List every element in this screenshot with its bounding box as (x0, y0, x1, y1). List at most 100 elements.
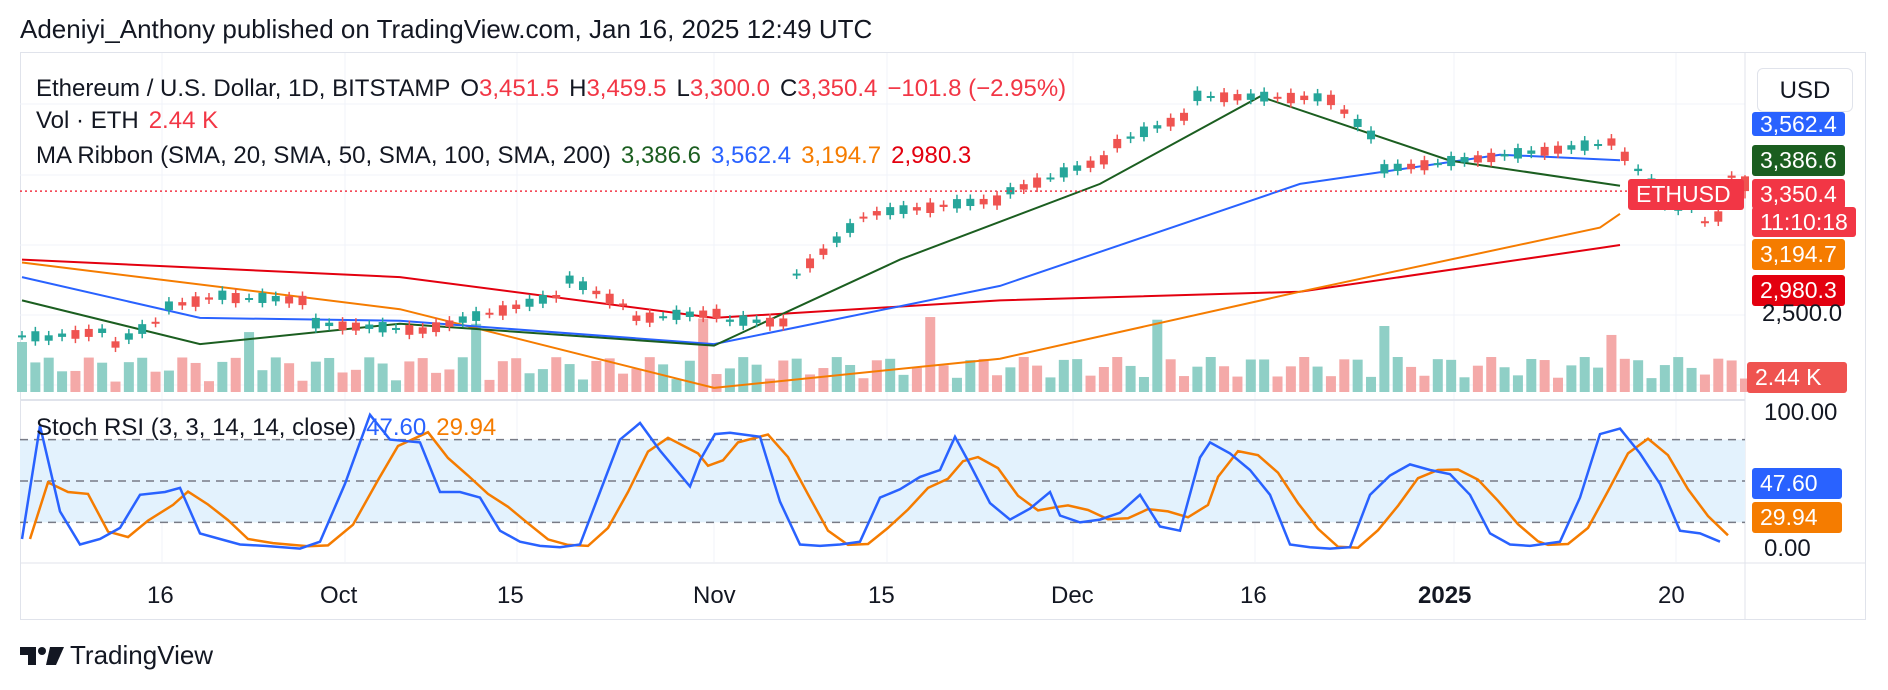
volume-bar (1165, 359, 1176, 392)
candle-body (725, 319, 734, 322)
volume-bar (1499, 367, 1510, 392)
candle-body (1286, 92, 1295, 104)
candle-body (378, 322, 387, 333)
volume-bar (911, 367, 922, 392)
candle-body (993, 195, 1002, 206)
volume-bar (1085, 375, 1096, 392)
candle-body (84, 328, 93, 337)
legend-ma50-value: 3,562.4 (711, 142, 792, 169)
volume-bar (1673, 357, 1684, 392)
volume-bar (190, 362, 201, 392)
volume-bar (1285, 366, 1296, 392)
currency-button[interactable]: USD (1757, 68, 1853, 112)
legend-low-label: L (676, 75, 690, 102)
volume-bar (1352, 359, 1363, 392)
price-tick-2500: 2,500.0 (1762, 300, 1843, 327)
candle-body (605, 293, 614, 305)
candle-body (1393, 163, 1402, 171)
volume-bar (1112, 357, 1123, 392)
legend-ma200-value: 2,980.3 (891, 142, 972, 169)
price-label-ma50: 3,562.4 (1752, 112, 1845, 136)
candle-body (672, 309, 681, 320)
legend-vol-label: Vol · ETH (36, 107, 139, 134)
volume-bar (858, 378, 869, 392)
time-tick-15-nov: 15 (868, 582, 895, 609)
volume-bar (390, 380, 401, 392)
tradingview-logo[interactable]: TradingView (20, 640, 213, 671)
candle-body (926, 202, 935, 214)
volume-bar (350, 369, 361, 392)
volume-bar (404, 361, 415, 392)
stoch-tick-100: 100.00 (1764, 399, 1838, 426)
legend-close-value: 3,350.4 (797, 75, 878, 102)
volume-bar (1713, 358, 1724, 392)
candle-body (899, 205, 908, 214)
candle-body (1340, 109, 1349, 114)
candle-body (1380, 164, 1389, 174)
legend-open-label: O (460, 75, 480, 102)
candle-body (1567, 145, 1576, 150)
volume-bar (43, 357, 54, 392)
legend-ma-label: MA Ribbon (SMA, 20, SMA, 50, SMA, 100, S… (36, 142, 611, 169)
volume-bar (1312, 366, 1323, 392)
volume-bar (871, 360, 882, 392)
volume-bar (898, 374, 909, 392)
legend-stoch-rsi[interactable]: Stoch RSI (3, 3, 14, 14, close) 47.60 29.9… (36, 414, 506, 442)
candle-body (258, 292, 267, 303)
candle-body (1540, 146, 1549, 156)
legend-ma-ribbon[interactable]: MA Ribbon (SMA, 20, SMA, 50, SMA, 100, S… (36, 142, 981, 170)
candle-body (391, 327, 400, 330)
candle-body (1273, 96, 1282, 99)
candle-body (1246, 93, 1255, 100)
legend-volume[interactable]: Vol · ETH 2.44 K (36, 107, 228, 135)
candle-body (1607, 138, 1616, 146)
price-label-ma200: 2,980.3 (1752, 275, 1845, 306)
candle-body (1460, 157, 1469, 163)
candle-body (1166, 117, 1175, 127)
volume-bar (791, 358, 802, 392)
volume-bar (484, 379, 495, 392)
candle-body (1487, 152, 1496, 163)
volume-bar (123, 362, 134, 392)
candle-body (1099, 155, 1108, 165)
candle-body (178, 302, 187, 306)
volume-bar (711, 374, 722, 392)
candle-body (1554, 145, 1563, 154)
candle-body (872, 211, 881, 216)
candle-body (1033, 177, 1042, 188)
candle-body (832, 236, 841, 243)
candle-body (418, 327, 427, 334)
candle-body (712, 308, 721, 319)
volume-bar (1259, 359, 1270, 392)
candle-body (619, 303, 628, 306)
volume-bar (1726, 360, 1737, 392)
candle-body (1139, 126, 1148, 138)
candle-body (1300, 95, 1309, 101)
candle-body (298, 295, 307, 306)
legend-pair: Ethereum / U.S. Dollar, 1D, BITSTAMP (36, 75, 451, 102)
time-tick-dec: Dec (1051, 582, 1094, 609)
volume-bar (1659, 365, 1670, 392)
time-tick-20-jan: 20 (1658, 582, 1685, 609)
candle-body (191, 296, 200, 307)
price-label-ma100: 3,194.7 (1752, 239, 1845, 270)
volume-bar (83, 357, 94, 392)
legend-main[interactable]: Ethereum / U.S. Dollar, 1D, BITSTAMP O3,4… (36, 75, 1076, 103)
candle-body (432, 322, 441, 333)
candle-body (699, 310, 708, 318)
legend-ma100-value: 3,194.7 (801, 142, 882, 169)
volume-bar (177, 357, 188, 392)
volume-bar (845, 364, 856, 392)
volume-bar (1379, 326, 1390, 392)
candle-body (1433, 163, 1442, 166)
volume-bar (203, 381, 214, 392)
volume-bar (1245, 359, 1256, 392)
candle-body (952, 199, 961, 209)
volume-bar (364, 357, 375, 392)
volume-bar (337, 372, 348, 392)
volume-bar (324, 357, 335, 392)
candle-body (1741, 176, 1749, 192)
volume-bar (1192, 366, 1203, 392)
stoch-k-line (20, 412, 1721, 550)
